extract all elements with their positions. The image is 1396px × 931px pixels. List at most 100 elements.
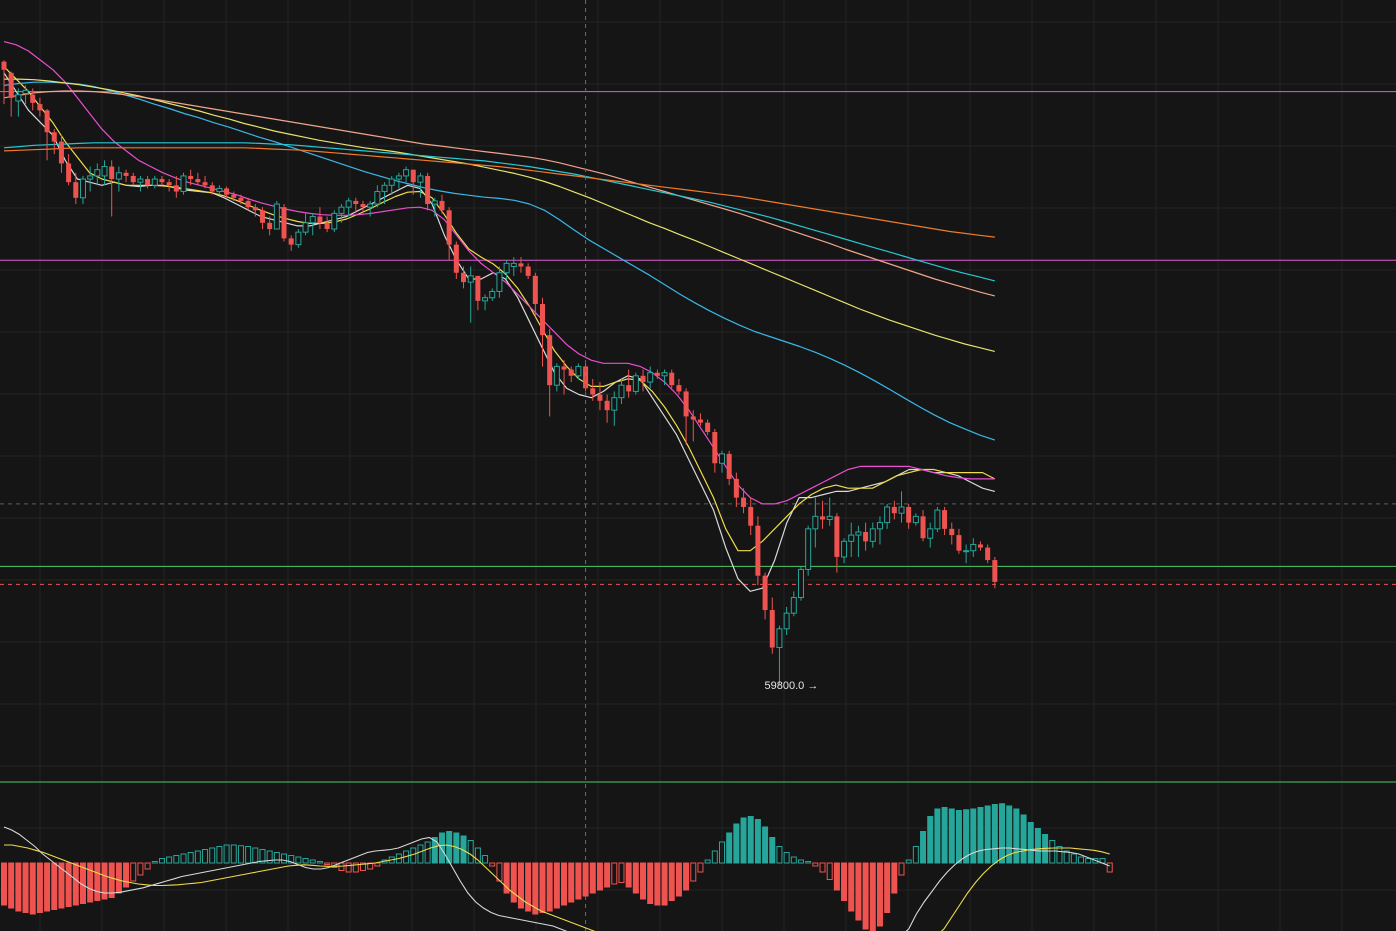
candle xyxy=(797,566,804,601)
candle xyxy=(22,85,29,105)
candle-body xyxy=(324,222,330,230)
candle-body xyxy=(726,453,732,479)
candle xyxy=(367,200,374,217)
candle xyxy=(834,513,840,573)
candle-body xyxy=(44,110,50,133)
candle-body xyxy=(151,178,158,186)
macd-histogram-bar xyxy=(704,859,711,864)
candle xyxy=(855,525,862,557)
macd-histogram-bar xyxy=(797,859,804,864)
candle-body xyxy=(654,372,660,376)
macd-histogram-bar xyxy=(927,816,934,864)
candle-body xyxy=(719,453,725,464)
macd-histogram-bar xyxy=(345,862,352,873)
candle-body xyxy=(101,166,108,177)
macd-histogram-bar xyxy=(876,862,883,927)
macd-histogram-bar xyxy=(1006,805,1013,864)
candle-body xyxy=(834,516,840,557)
macd-histogram-bar xyxy=(833,862,840,891)
candle-body xyxy=(22,89,29,94)
candle-body xyxy=(475,275,481,301)
candle-body xyxy=(683,391,689,417)
candle xyxy=(360,200,366,214)
macd-histogram-bar xyxy=(288,855,295,864)
candle xyxy=(790,591,797,617)
candle-body xyxy=(209,185,215,192)
candle xyxy=(453,241,459,279)
candle xyxy=(532,272,538,317)
macd-histogram-bar xyxy=(525,862,532,912)
candle-body xyxy=(273,203,280,230)
candle xyxy=(51,129,57,155)
candle xyxy=(331,210,338,233)
macd-histogram-bar xyxy=(266,850,273,864)
candle-body xyxy=(238,197,244,201)
candle xyxy=(180,172,187,195)
macd-histogram-bar xyxy=(360,862,366,871)
candle xyxy=(590,378,596,401)
candle xyxy=(475,275,481,311)
candle xyxy=(288,235,294,251)
candle xyxy=(58,135,64,173)
candle xyxy=(654,369,660,379)
candle-body xyxy=(869,528,876,542)
macd-histogram-bar xyxy=(8,862,15,909)
candle xyxy=(503,260,510,279)
candle-body xyxy=(568,369,574,376)
macd-histogram-bar xyxy=(331,862,338,868)
candle-body xyxy=(640,375,646,383)
macd-histogram-bar xyxy=(108,862,115,898)
macd-histogram-bar xyxy=(94,862,101,901)
candle xyxy=(783,606,790,636)
candle-body xyxy=(661,372,668,377)
macd-histogram-bar xyxy=(618,862,625,883)
macd-histogram-bar xyxy=(539,862,546,913)
candle xyxy=(324,216,330,233)
moving-average-line xyxy=(3,90,995,297)
candle xyxy=(281,204,287,242)
candle xyxy=(195,172,201,186)
macd-histogram-bar xyxy=(640,862,647,900)
candle xyxy=(353,197,359,214)
candle-body xyxy=(618,384,625,399)
macd-histogram-bar xyxy=(438,832,445,864)
candle xyxy=(173,175,179,198)
candle xyxy=(575,363,582,379)
macd-histogram-bar xyxy=(474,847,481,864)
candle-body xyxy=(841,540,848,558)
macd-histogram-bar xyxy=(611,862,618,885)
candle-body xyxy=(403,169,410,177)
candle xyxy=(604,394,610,423)
macd-histogram-bar xyxy=(245,846,252,864)
candle-body xyxy=(425,175,431,205)
candle xyxy=(683,388,689,445)
macd-histogram-bar xyxy=(999,803,1006,864)
candle xyxy=(597,382,603,411)
candle xyxy=(547,328,553,417)
candle-body xyxy=(848,534,855,542)
macd-histogram-bar xyxy=(252,847,259,864)
candle-body xyxy=(461,272,467,283)
candle xyxy=(15,88,22,117)
candle-body xyxy=(553,365,560,386)
candle-body xyxy=(439,200,445,211)
candle-body xyxy=(374,191,381,205)
candle xyxy=(446,207,452,261)
candle-body xyxy=(381,184,388,193)
candle-body xyxy=(87,175,94,180)
macd-histogram-bar xyxy=(898,862,905,876)
candle-body xyxy=(259,210,265,223)
macd-histogram-bar xyxy=(1070,853,1077,864)
candle xyxy=(417,172,424,198)
candle-body xyxy=(224,188,230,195)
candle-body xyxy=(66,163,72,183)
macd-histogram-bar xyxy=(1085,858,1092,864)
candle-body xyxy=(496,272,503,292)
macd-histogram-bar xyxy=(575,862,582,900)
candle-body xyxy=(547,335,553,386)
macd-histogram-bar xyxy=(977,807,984,864)
candle xyxy=(489,288,496,301)
candle xyxy=(151,175,158,189)
